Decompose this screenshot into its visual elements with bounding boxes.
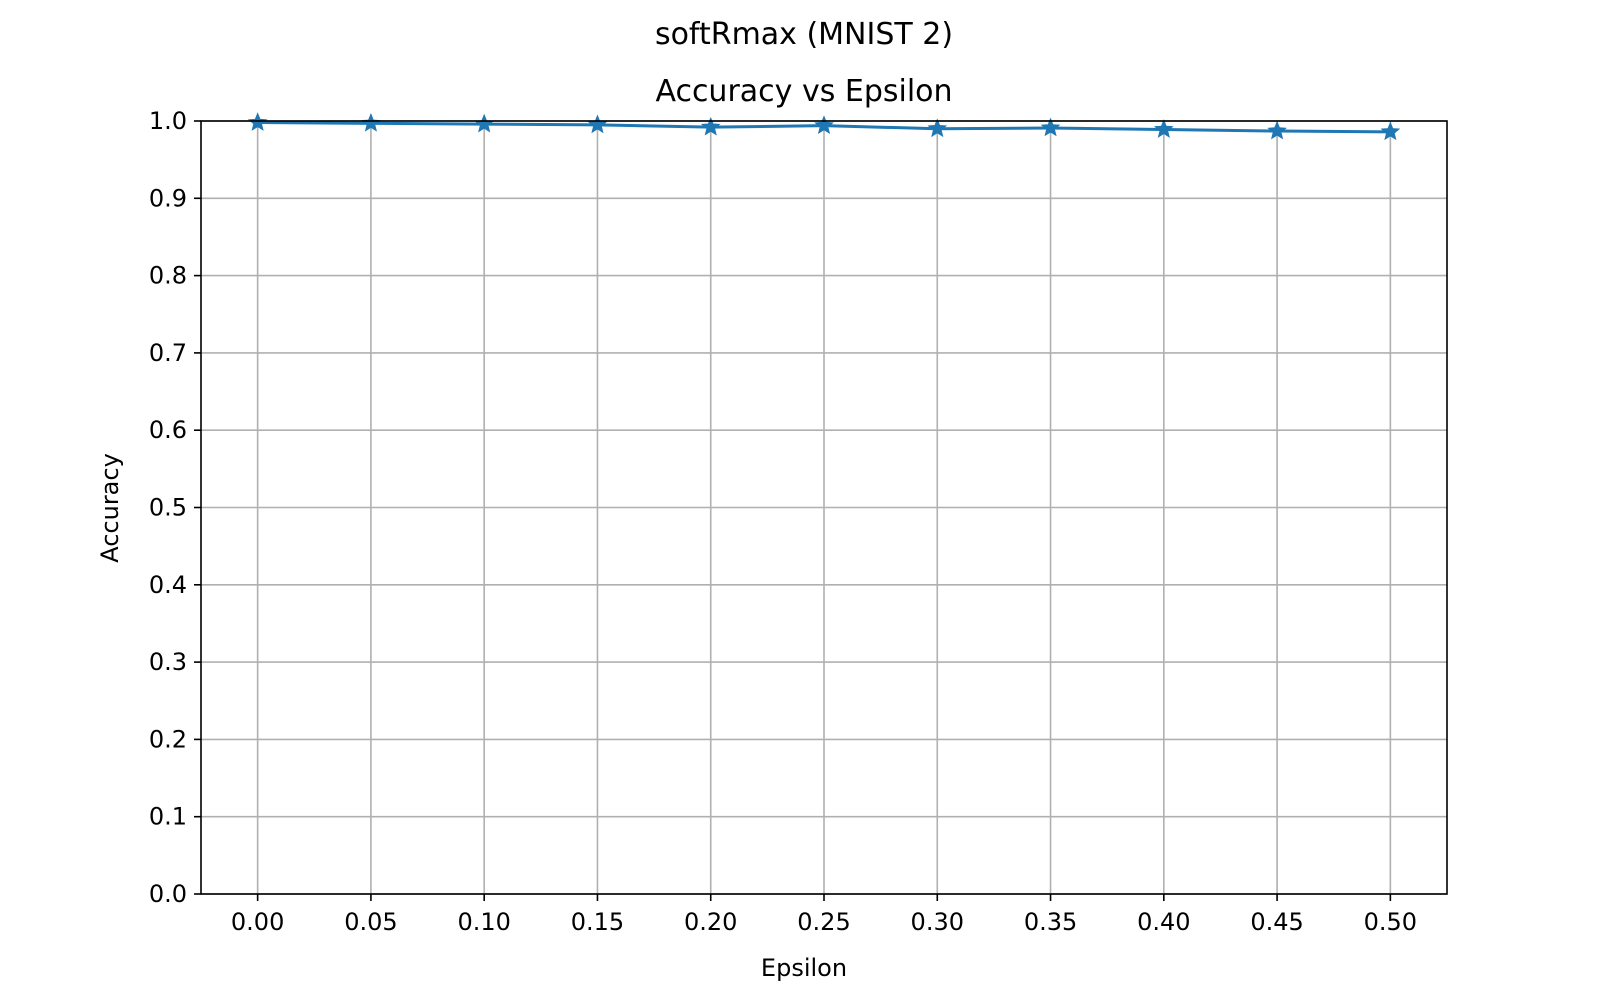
x-axis-label: Epsilon: [761, 954, 847, 982]
y-tick-label: 0.8: [149, 262, 187, 290]
y-tick-label: 0.3: [149, 648, 187, 676]
x-tick-label: 0.10: [457, 908, 510, 936]
y-tick-label: 1.0: [149, 107, 187, 135]
x-tick-label: 0.35: [1024, 908, 1077, 936]
data-point-marker: [1040, 117, 1061, 137]
data-point-marker: [1267, 120, 1287, 140]
y-tick-label: 0.9: [149, 184, 187, 212]
data-point-marker: [1154, 119, 1174, 138]
chart-suptitle: softRmax (MNIST 2): [655, 17, 953, 52]
axis-ticks: 0.00 0.05 0.10 0.15 0.20 0.25 0.30 0.35 0.40 0.45…: [149, 107, 1417, 936]
x-tick-label: 0.05: [344, 908, 397, 936]
y-tick-label: 0.7: [149, 339, 187, 367]
x-tick-label: 0.15: [571, 908, 624, 936]
data-series: [247, 112, 1401, 141]
y-tick-label: 0.0: [149, 880, 187, 908]
x-tick-label: 0.50: [1364, 908, 1417, 936]
y-axis-label: Accuracy: [96, 453, 124, 563]
y-tick-label: 0.1: [149, 803, 187, 831]
plot-area-frame: [200, 120, 1448, 895]
data-point-marker: [1380, 121, 1401, 141]
x-tick-label: 0.25: [797, 908, 850, 936]
chart-title: Accuracy vs Epsilon: [655, 74, 952, 109]
x-tick-label: 0.40: [1137, 908, 1190, 936]
data-point-marker: [587, 114, 608, 134]
y-tick-label: 0.4: [149, 571, 187, 599]
data-point-marker: [700, 116, 721, 136]
data-point-marker: [927, 118, 948, 138]
x-tick-label: 0.20: [684, 908, 737, 936]
x-tick-label: 0.00: [231, 908, 284, 936]
y-tick-label: 0.5: [149, 494, 187, 522]
x-tick-label: 0.45: [1250, 908, 1303, 936]
y-tick-label: 0.2: [149, 725, 187, 753]
data-point-marker: [814, 115, 834, 134]
y-tick-label: 0.6: [149, 416, 187, 444]
x-tick-label: 0.30: [911, 908, 964, 936]
